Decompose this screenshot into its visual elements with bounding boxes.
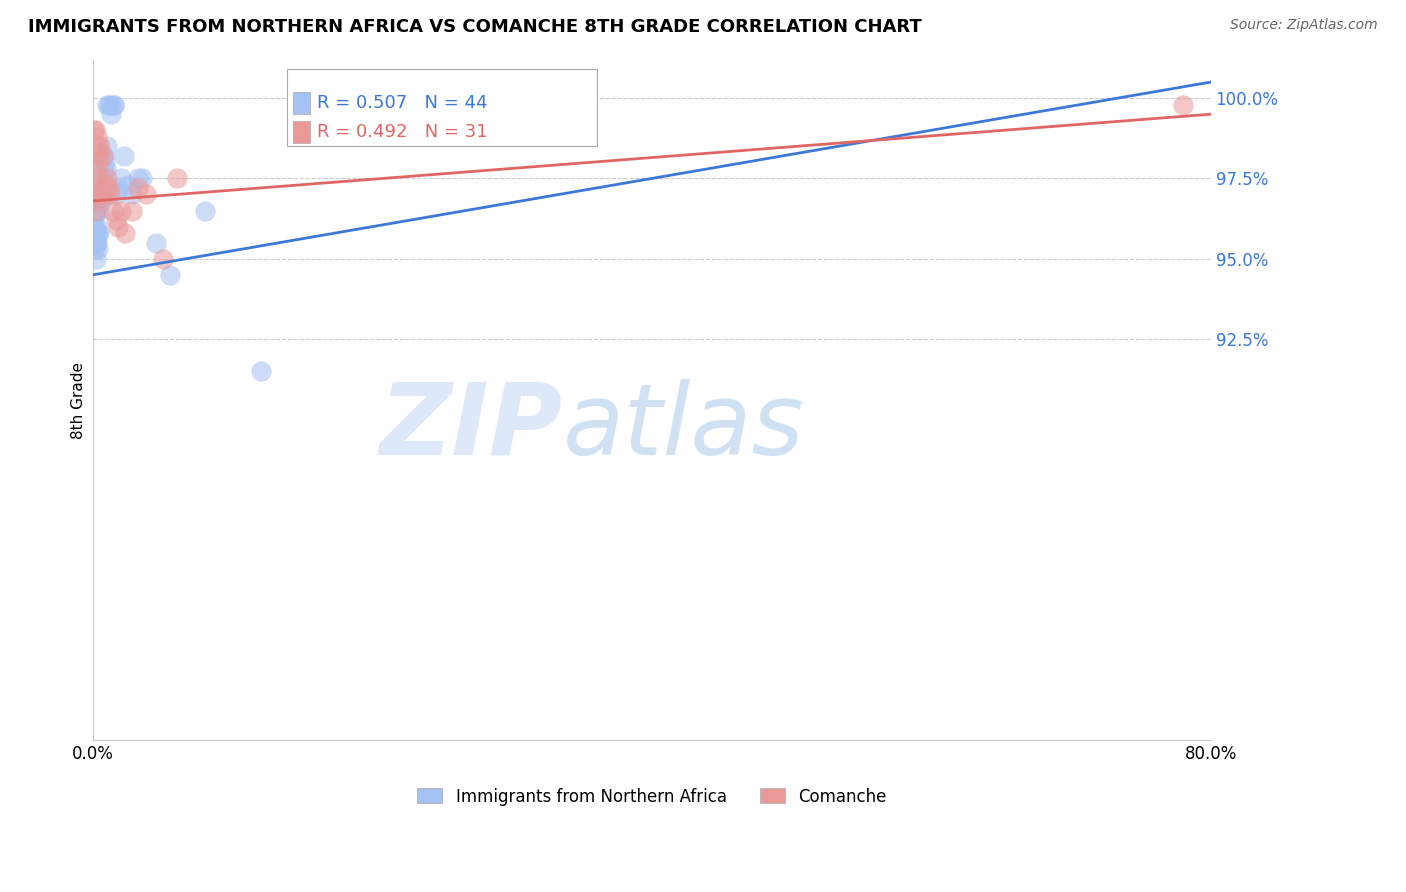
Point [89, 226, 111, 240]
Point [107, 181, 129, 195]
Point [89, 181, 111, 195]
Point [121, 203, 143, 218]
Point [84, 187, 107, 202]
Point [117, 178, 139, 192]
Point [86, 226, 108, 240]
Point [87, 226, 110, 240]
Point [93, 187, 115, 202]
Text: Source: ZipAtlas.com: Source: ZipAtlas.com [1230, 18, 1378, 32]
Point [90, 187, 112, 202]
Point [94, 178, 117, 192]
Point [84, 252, 107, 266]
Point [93, 149, 115, 163]
Y-axis label: 8th Grade: 8th Grade [72, 361, 86, 439]
Point [86, 203, 108, 218]
Point [103, 97, 125, 112]
Point [87, 139, 110, 153]
Point [127, 171, 149, 186]
Text: IMMIGRANTS FROM NORTHERN AFRICA VS COMANCHE 8TH GRADE CORRELATION CHART: IMMIGRANTS FROM NORTHERN AFRICA VS COMAN… [28, 18, 922, 36]
Point [90, 171, 112, 186]
Point [83, 210, 105, 224]
Point [86, 219, 108, 234]
Point [83, 226, 105, 240]
Point [90, 194, 112, 208]
Point [166, 171, 188, 186]
Point [87, 194, 110, 208]
Point [100, 107, 122, 121]
Point [101, 203, 124, 218]
Text: ZIP: ZIP [380, 379, 562, 475]
Point [91, 181, 114, 195]
Point [84, 242, 107, 256]
Point [84, 194, 107, 208]
Point [86, 171, 108, 186]
Point [87, 203, 110, 218]
Point [98, 97, 121, 112]
Point [91, 149, 114, 163]
Point [249, 364, 271, 378]
Point [87, 242, 110, 256]
Point [103, 97, 125, 112]
Point [91, 161, 114, 176]
Point [127, 181, 149, 195]
Point [86, 161, 108, 176]
Point [87, 145, 110, 160]
Point [107, 219, 129, 234]
Text: atlas: atlas [562, 379, 804, 475]
Point [159, 268, 181, 282]
Point [94, 155, 117, 169]
Point [96, 139, 118, 153]
Point [87, 155, 110, 169]
FancyBboxPatch shape [287, 70, 598, 146]
Point [94, 161, 117, 176]
Bar [292, 120, 309, 143]
Text: R = 0.507   N = 44: R = 0.507 N = 44 [316, 94, 488, 112]
Point [97, 97, 120, 112]
Point [86, 129, 108, 144]
Point [84, 235, 107, 250]
Point [114, 226, 136, 240]
Point [96, 171, 118, 186]
Bar [292, 92, 309, 114]
Point [83, 219, 105, 234]
Point [104, 213, 127, 227]
Point [145, 235, 167, 250]
Point [83, 203, 105, 218]
Point [112, 149, 135, 163]
Point [135, 187, 157, 202]
Point [131, 171, 153, 186]
Legend: Immigrants from Northern Africa, Comanche: Immigrants from Northern Africa, Comanch… [409, 780, 896, 814]
Point [96, 97, 118, 112]
Point [84, 235, 107, 250]
Text: R = 0.492   N = 31: R = 0.492 N = 31 [316, 123, 488, 141]
Point [105, 187, 128, 202]
Point [84, 181, 107, 195]
Point [89, 187, 111, 202]
Point [152, 252, 174, 266]
Point [97, 181, 120, 195]
Point [194, 203, 217, 218]
Point [110, 171, 132, 186]
Point [1171, 97, 1194, 112]
Point [121, 187, 143, 202]
Point [83, 123, 105, 137]
Point [110, 203, 132, 218]
Point [86, 235, 108, 250]
Point [89, 139, 111, 153]
Point [84, 123, 107, 137]
Point [98, 187, 121, 202]
